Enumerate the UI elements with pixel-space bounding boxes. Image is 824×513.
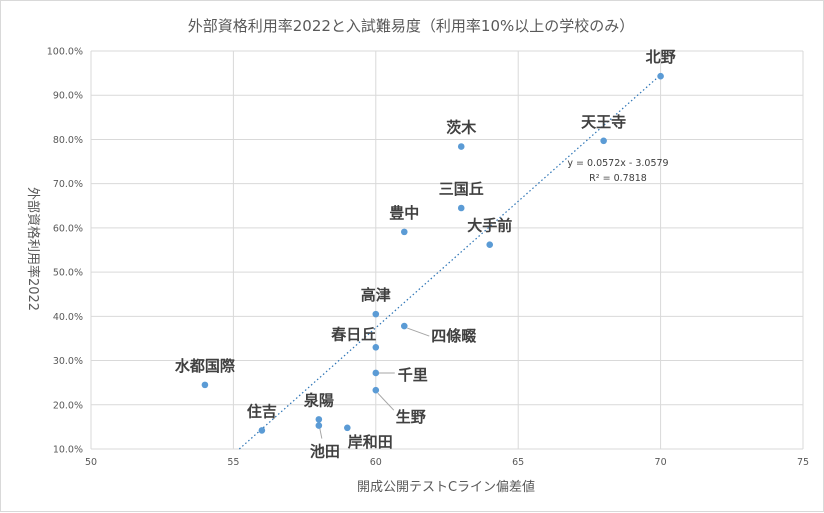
x-tick-label: 60 (370, 457, 382, 468)
data-point (657, 72, 664, 80)
data-label: 池田 (310, 443, 340, 461)
data-label: 三国丘 (439, 180, 484, 198)
data-point (372, 310, 380, 318)
x-tick-label: 55 (227, 457, 239, 468)
x-tick-label: 50 (85, 457, 97, 468)
data-label: 千里 (398, 366, 428, 384)
label-leader-line (377, 392, 395, 411)
y-tick-label: 100.0% (47, 47, 83, 58)
data-point (400, 228, 408, 236)
data-points (201, 72, 664, 434)
trendline-equation: y = 0.0572x - 3.0579 (567, 158, 668, 169)
y-tick-label: 80.0% (53, 135, 83, 146)
data-label: 北野 (646, 48, 676, 66)
y-tick-label: 50.0% (53, 268, 83, 279)
data-point (258, 427, 266, 434)
data-label: 豊中 (389, 204, 419, 222)
data-label: 茨木 (446, 119, 477, 137)
data-label: 泉陽 (303, 391, 334, 409)
x-tick-label: 70 (655, 457, 667, 468)
data-point (372, 369, 380, 377)
y-tick-label: 30.0% (53, 356, 83, 367)
tick-labels: 50 55 60 65 70 75 10.0% 20.0% 30.0% 40.0% 50.0% 60.… (47, 47, 809, 469)
y-tick-label: 60.0% (53, 223, 83, 234)
data-point (400, 322, 408, 330)
chart-title: 外部資格利用率2022と入試難易度（利用率10%以上の学校のみ） (188, 17, 635, 35)
label-leader-line (407, 327, 430, 337)
x-tick-label: 65 (512, 457, 524, 468)
x-axis-title: 開成公開テストCライン偏差値 (357, 479, 535, 495)
data-point (201, 381, 209, 389)
data-label: 高津 (361, 286, 391, 304)
y-tick-label: 40.0% (53, 312, 83, 323)
data-point (372, 386, 380, 394)
gridlines (90, 50, 804, 450)
data-label: 大手前 (467, 217, 512, 235)
y-tick-label: 70.0% (53, 179, 83, 190)
y-axis-title: 外部資格利用率2022 (25, 187, 41, 311)
leader-lines (319, 327, 430, 439)
y-tick-label: 90.0% (53, 91, 83, 102)
trendline-r-squared: R² = 0.7818 (589, 173, 647, 184)
x-tick-label: 75 (797, 457, 809, 468)
data-point (372, 343, 380, 351)
label-leader-line (319, 428, 323, 439)
y-tick-label: 10.0% (53, 445, 83, 456)
data-label: 四條畷 (431, 327, 476, 345)
data-point (315, 422, 323, 429)
y-tick-label: 20.0% (53, 400, 83, 411)
data-label: 岸和田 (348, 433, 393, 451)
data-label: 天王寺 (581, 113, 626, 131)
data-label: 春日丘 (331, 325, 376, 343)
data-point (486, 241, 494, 248)
data-point (344, 424, 351, 432)
data-point (457, 204, 465, 212)
data-point (457, 143, 465, 150)
data-point (600, 137, 607, 145)
data-label: 水都国際 (175, 357, 236, 375)
data-label: 住吉 (247, 402, 277, 420)
data-label: 生野 (396, 408, 426, 426)
data-point (315, 416, 323, 423)
